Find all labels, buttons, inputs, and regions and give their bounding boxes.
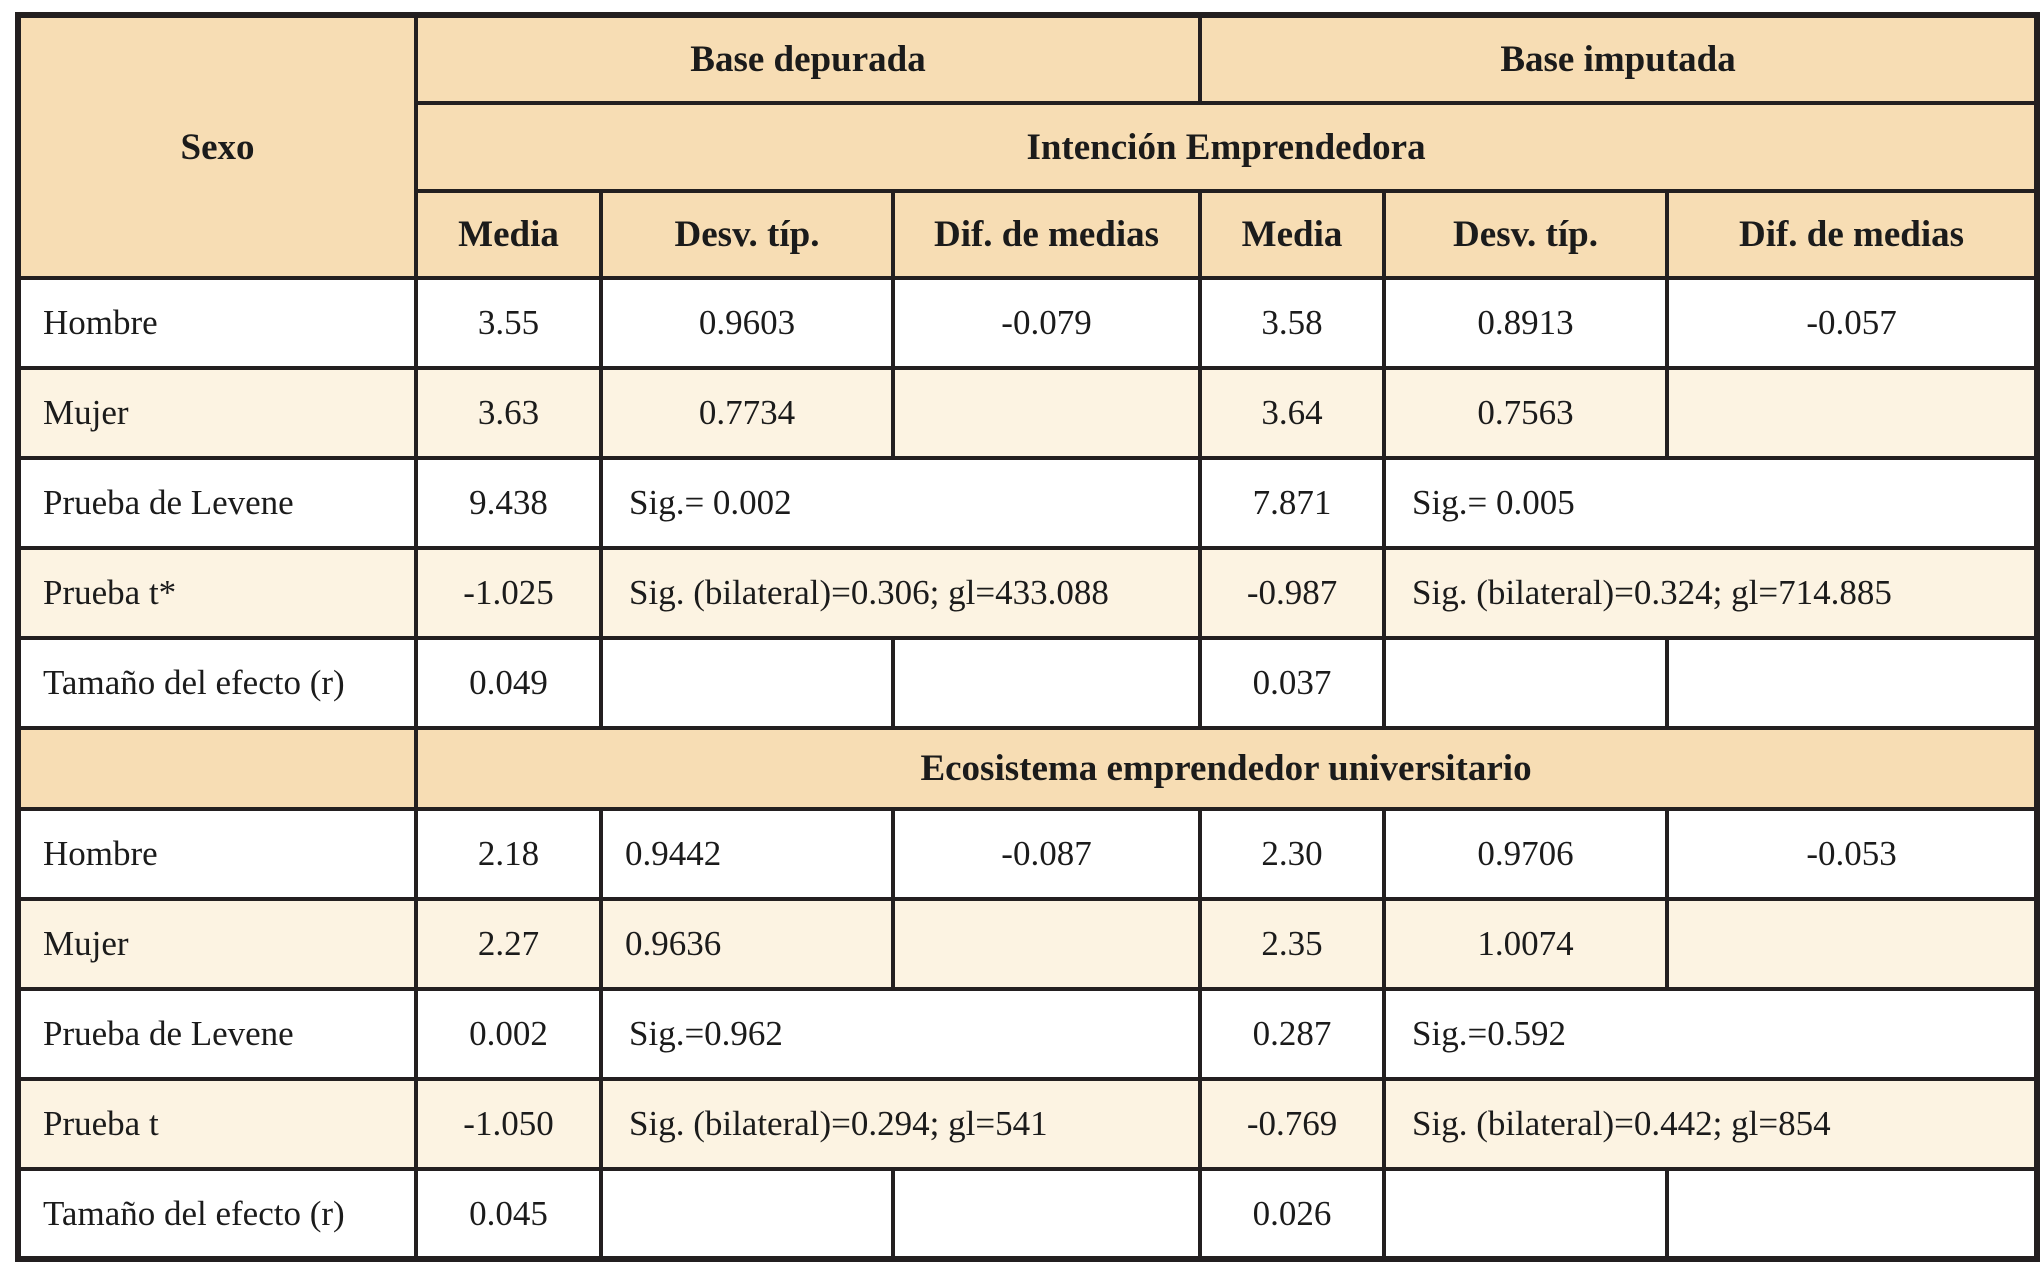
row-label-prueba-t: Prueba t	[16, 1077, 418, 1171]
cell-media: 0.045	[414, 1167, 603, 1261]
col-header-dif-depurada: Dif. de medias	[890, 189, 1203, 280]
cell-desv-empty	[599, 1167, 895, 1261]
row-label-prueba-t: Prueba t*	[16, 546, 418, 640]
col-header-desv-imputada: Desv. típ.	[1382, 189, 1670, 280]
row-label-mujer: Mujer	[16, 897, 418, 991]
table-row: Prueba de Levene 9.438 Sig.= 0.002 7.871…	[16, 456, 2040, 550]
row-label-prueba-levene: Prueba de Levene	[16, 456, 418, 550]
cell-media: 2.35	[1198, 897, 1387, 991]
cell-media: 0.037	[1198, 636, 1387, 730]
cell-sig: Sig. (bilateral)=0.306; gl=433.088	[598, 546, 1203, 640]
cell-desv: 0.7734	[599, 366, 895, 460]
cell-media: 7.871	[1198, 456, 1387, 550]
cell-media: 0.002	[414, 987, 603, 1081]
cell-dif-empty	[1665, 1167, 2040, 1261]
group-header-base-depurada: Base depurada	[413, 13, 1203, 105]
cell-desv: 0.9442	[599, 807, 895, 901]
cell-sig: Sig.=0.592	[1382, 987, 2040, 1081]
table-row: Tamaño del efecto (r) 0.045 0.026	[16, 1167, 2040, 1261]
cell-media: 3.58	[1198, 276, 1387, 370]
cell-desv: 0.7563	[1382, 366, 1670, 460]
cell-sig: Sig. (bilateral)=0.442; gl=854	[1382, 1077, 2040, 1171]
cell-dif: -0.079	[890, 276, 1203, 370]
cell-desv: 0.8913	[1382, 276, 1670, 370]
cell-media: -1.050	[414, 1077, 603, 1171]
cell-media: -0.987	[1198, 546, 1387, 640]
cell-sig: Sig.= 0.002	[598, 456, 1203, 550]
cell-desv: 0.9603	[599, 276, 895, 370]
cell-dif-empty	[890, 636, 1203, 730]
cell-media: 3.64	[1198, 366, 1387, 460]
row-label-tamano-efecto: Tamaño del efecto (r)	[16, 636, 418, 730]
row-label-hombre: Hombre	[16, 276, 418, 370]
cell-sig: Sig. (bilateral)=0.324; gl=714.885	[1382, 546, 2040, 640]
cell-desv: 0.9706	[1382, 807, 1670, 901]
table-row: Hombre 2.18 0.9442 -0.087 2.30 0.9706 -0…	[16, 807, 2040, 901]
table-row: Prueba t -1.050 Sig. (bilateral)=0.294; …	[16, 1077, 2040, 1171]
cell-media: 0.049	[414, 636, 603, 730]
cell-media: 0.287	[1198, 987, 1387, 1081]
row-label-prueba-levene: Prueba de Levene	[16, 987, 418, 1081]
table-row: Hombre 3.55 0.9603 -0.079 3.58 0.8913 -0…	[16, 276, 2040, 370]
corner-header-sexo: Sexo	[16, 13, 418, 280]
cell-dif-empty	[890, 1167, 1203, 1261]
cell-dif: -0.053	[1665, 807, 2040, 901]
row-label-hombre: Hombre	[16, 807, 418, 901]
cell-dif: -0.057	[1665, 276, 2040, 370]
col-header-media-imputada: Media	[1198, 189, 1387, 280]
cell-sig: Sig.= 0.005	[1382, 456, 2040, 550]
cell-desv-empty	[599, 636, 895, 730]
cell-desv: 1.0074	[1382, 897, 1670, 991]
cell-dif-empty	[1665, 636, 2040, 730]
section-header-ecosistema: Ecosistema emprendedor universitario	[413, 726, 2040, 811]
cell-dif-empty	[1665, 366, 2040, 460]
cell-media: 2.30	[1198, 807, 1387, 901]
cell-sig: Sig.=0.962	[598, 987, 1203, 1081]
cell-media: -1.025	[414, 546, 603, 640]
cell-media: 2.27	[414, 897, 603, 991]
cell-desv-empty	[1382, 1167, 1670, 1261]
table-row: Prueba t* -1.025 Sig. (bilateral)=0.306;…	[16, 546, 2040, 640]
table-row: Mujer 2.27 0.9636 2.35 1.0074	[16, 897, 2040, 991]
cell-dif-empty	[890, 897, 1203, 991]
cell-sig: Sig. (bilateral)=0.294; gl=541	[598, 1077, 1203, 1171]
band-spacer-cell	[16, 726, 418, 811]
cell-dif-empty	[890, 366, 1203, 460]
cell-media: -0.769	[1198, 1077, 1387, 1171]
cell-media: 9.438	[414, 456, 603, 550]
cell-dif: -0.087	[890, 807, 1203, 901]
cell-desv-empty	[1382, 636, 1670, 730]
cell-media: 0.026	[1198, 1167, 1387, 1261]
col-header-desv-depurada: Desv. típ.	[599, 189, 895, 280]
cell-media: 2.18	[414, 807, 603, 901]
col-header-dif-imputada: Dif. de medias	[1665, 189, 2040, 280]
row-label-tamano-efecto: Tamaño del efecto (r)	[16, 1167, 418, 1261]
cell-dif-empty	[1665, 897, 2040, 991]
row-label-mujer: Mujer	[16, 366, 418, 460]
statistics-table: Sexo Base depurada Base imputada Intenci…	[15, 12, 2041, 1262]
table-row: Mujer 3.63 0.7734 3.64 0.7563	[16, 366, 2040, 460]
cell-media: 3.63	[414, 366, 603, 460]
group-header-base-imputada: Base imputada	[1198, 13, 2040, 105]
section-header-intencion-emprendedora: Intención Emprendedora	[413, 101, 2040, 193]
table-row: Tamaño del efecto (r) 0.049 0.037	[16, 636, 2040, 730]
table-row: Prueba de Levene 0.002 Sig.=0.962 0.287 …	[16, 987, 2040, 1081]
cell-media: 3.55	[414, 276, 603, 370]
cell-desv: 0.9636	[599, 897, 895, 991]
col-header-media-depurada: Media	[414, 189, 603, 280]
